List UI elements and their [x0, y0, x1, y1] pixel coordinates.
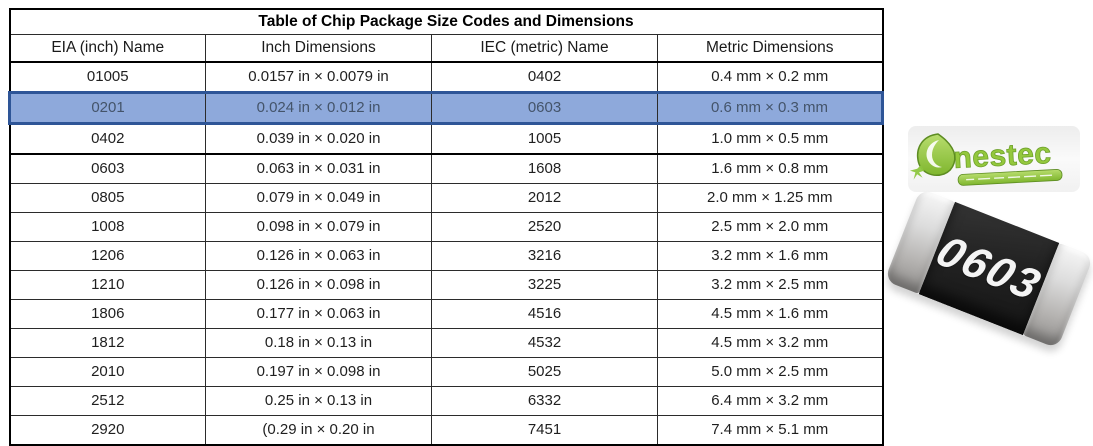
cell-inch-dimensions: 0.177 in × 0.063 in [206, 300, 432, 329]
cell-iec-name: 0603 [432, 93, 658, 124]
cell-metric-dimensions: 3.2 mm × 1.6 mm [658, 242, 883, 271]
cell-inch-dimensions: (0.29 in × 0.20 in [206, 416, 432, 446]
cell-metric-dimensions: 2.5 mm × 2.0 mm [658, 213, 883, 242]
chip-size-label: 0603 [928, 227, 1050, 310]
cell-eia-name: 1812 [10, 329, 206, 358]
cell-eia-name: 0805 [10, 184, 206, 213]
cell-iec-name: 2520 [432, 213, 658, 242]
cell-metric-dimensions: 6.4 mm × 3.2 mm [658, 387, 883, 416]
cell-metric-dimensions: 2.0 mm × 1.25 mm [658, 184, 883, 213]
cell-eia-name: 1210 [10, 271, 206, 300]
cell-metric-dimensions: 4.5 mm × 1.6 mm [658, 300, 883, 329]
cell-inch-dimensions: 0.25 in × 0.13 in [206, 387, 432, 416]
cell-metric-dimensions: 5.0 mm × 2.5 mm [658, 358, 883, 387]
cell-inch-dimensions: 0.079 in × 0.049 in [206, 184, 432, 213]
cell-eia-name: 0402 [10, 124, 206, 155]
cell-inch-dimensions: 0.024 in × 0.012 in [206, 93, 432, 124]
column-header-eia-name: EIA (inch) Name [10, 35, 206, 63]
cell-eia-name: 0201 [10, 93, 206, 124]
cell-metric-dimensions: 4.5 mm × 3.2 mm [658, 329, 883, 358]
cell-iec-name: 4516 [432, 300, 658, 329]
cell-inch-dimensions: 0.039 in × 0.020 in [206, 124, 432, 155]
cell-eia-name: 0603 [10, 154, 206, 184]
onestec-logo-graphic: nestec [908, 124, 1080, 196]
logo-wordmark: nestec [953, 137, 1053, 175]
column-header-iec-name: IEC (metric) Name [432, 35, 658, 63]
table-header-row: EIA (inch) Name Inch Dimensions IEC (met… [10, 35, 883, 63]
cell-iec-name: 4532 [432, 329, 658, 358]
cell-iec-name: 7451 [432, 416, 658, 446]
cell-iec-name: 1005 [432, 124, 658, 155]
cell-eia-name: 1806 [10, 300, 206, 329]
cell-iec-name: 5025 [432, 358, 658, 387]
cell-metric-dimensions: 1.0 mm × 0.5 mm [658, 124, 883, 155]
chip-resistor-photo: 0603 [884, 188, 1093, 348]
cell-metric-dimensions: 1.6 mm × 0.8 mm [658, 154, 883, 184]
cell-iec-name: 3216 [432, 242, 658, 271]
cell-eia-name: 2512 [10, 387, 206, 416]
cell-iec-name: 2012 [432, 184, 658, 213]
cell-eia-name: 2920 [10, 416, 206, 446]
column-header-inch-dims: Inch Dimensions [206, 35, 432, 63]
column-header-metric-dims: Metric Dimensions [658, 35, 883, 63]
logo: nestec [908, 124, 1080, 196]
cell-inch-dimensions: 0.126 in × 0.098 in [206, 271, 432, 300]
table-title: Table of Chip Package Size Codes and Dim… [10, 9, 883, 35]
cell-inch-dimensions: 0.0157 in × 0.0079 in [206, 62, 432, 93]
cell-metric-dimensions: 0.6 mm × 0.3 mm [658, 93, 883, 124]
cell-iec-name: 6332 [432, 387, 658, 416]
page: { "title": "Table of Chip Package Size C… [0, 0, 1093, 432]
cell-metric-dimensions: 7.4 mm × 5.1 mm [658, 416, 883, 446]
cell-iec-name: 3225 [432, 271, 658, 300]
cell-inch-dimensions: 0.197 in × 0.098 in [206, 358, 432, 387]
cell-inch-dimensions: 0.063 in × 0.031 in [206, 154, 432, 184]
cell-metric-dimensions: 0.4 mm × 0.2 mm [658, 62, 883, 93]
cell-inch-dimensions: 0.18 in × 0.13 in [206, 329, 432, 358]
chip-package-size-table: Table of Chip Package Size Codes and Dim… [8, 8, 884, 446]
cell-eia-name: 1008 [10, 213, 206, 242]
cell-eia-name: 2010 [10, 358, 206, 387]
cell-inch-dimensions: 0.126 in × 0.063 in [206, 242, 432, 271]
cell-iec-name: 1608 [432, 154, 658, 184]
cell-eia-name: 01005 [10, 62, 206, 93]
cell-eia-name: 1206 [10, 242, 206, 271]
cell-iec-name: 0402 [432, 62, 658, 93]
table-title-row: Table of Chip Package Size Codes and Dim… [10, 9, 883, 35]
cell-metric-dimensions: 3.2 mm × 2.5 mm [658, 271, 883, 300]
cell-inch-dimensions: 0.098 in × 0.079 in [206, 213, 432, 242]
